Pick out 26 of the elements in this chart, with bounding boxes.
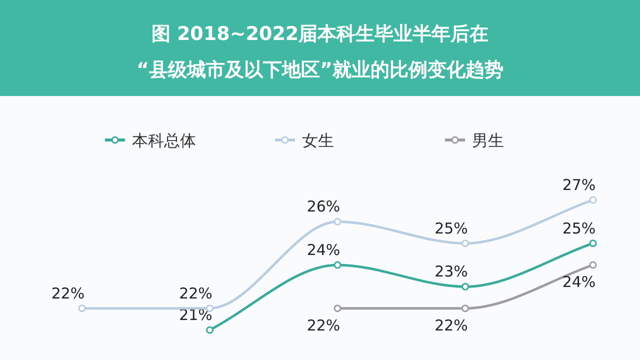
- point: [462, 282, 469, 290]
- data-label: 25%: [562, 219, 596, 238]
- data-label: 24%: [562, 273, 596, 291]
- point: [462, 304, 469, 312]
- data-label: 25%: [434, 219, 468, 238]
- point: [206, 326, 214, 334]
- data-label: 24%: [306, 241, 340, 259]
- point: [78, 304, 86, 312]
- point: [462, 240, 469, 248]
- data-label: 27%: [562, 176, 596, 194]
- point: [589, 261, 597, 269]
- point: [589, 240, 597, 248]
- legend-label: 女生: [302, 131, 334, 150]
- data-label: 22%: [306, 316, 340, 334]
- point: [589, 196, 597, 204]
- point: [334, 304, 342, 312]
- point: [334, 261, 342, 269]
- legend-label: 男生: [472, 131, 504, 150]
- legend-label: 本科总体: [132, 131, 196, 150]
- chart-title: 图 2018~2022届本科生毕业半年后在 “县级城市及以下地区”就业的比例变化趋势: [136, 23, 504, 81]
- data-label: 22%: [51, 284, 85, 302]
- data-label: 23%: [434, 262, 468, 281]
- data-label: 22%: [434, 316, 468, 334]
- data-label: 22%: [179, 284, 212, 302]
- point: [334, 218, 342, 226]
- data-label: 26%: [306, 198, 340, 216]
